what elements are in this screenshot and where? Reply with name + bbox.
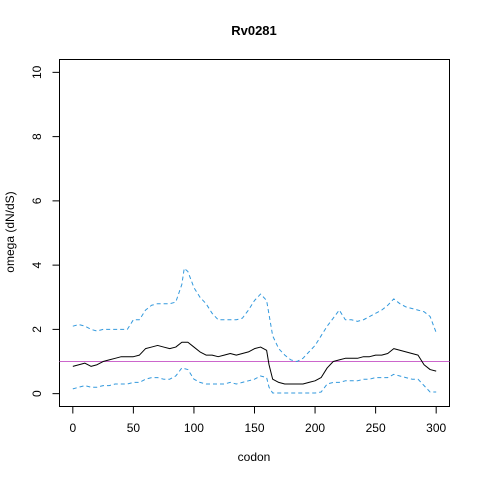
x-tick-label: 250 (366, 421, 386, 435)
upper-bound-line (72, 267, 437, 363)
y-tick-label: 6 (30, 197, 44, 204)
x-tick-label: 100 (184, 421, 204, 435)
y-axis: 0 2 4 6 8 10 (30, 65, 60, 397)
y-tick-label: 4 (30, 261, 44, 268)
y-tick-label: 8 (30, 133, 44, 140)
series-layer (59, 267, 450, 394)
y-axis-label: omega (dN/dS) (3, 191, 17, 272)
x-axis-label: codon (238, 450, 271, 464)
x-tick-label: 50 (127, 421, 141, 435)
x-tick-label: 200 (305, 421, 325, 435)
estimate-line (72, 341, 437, 385)
x-tick-label: 300 (426, 421, 446, 435)
lower-bound-line (72, 367, 437, 394)
x-tick-label: 0 (69, 421, 76, 435)
y-tick-label: 10 (30, 65, 44, 79)
x-axis: 0 50 100 150 200 250 300 (69, 406, 447, 435)
y-tick-label: 2 (30, 326, 44, 333)
y-tick-label: 0 (30, 390, 44, 397)
chart-title: Rv0281 (231, 23, 277, 38)
x-tick-label: 150 (244, 421, 264, 435)
plot-frame (59, 59, 450, 407)
